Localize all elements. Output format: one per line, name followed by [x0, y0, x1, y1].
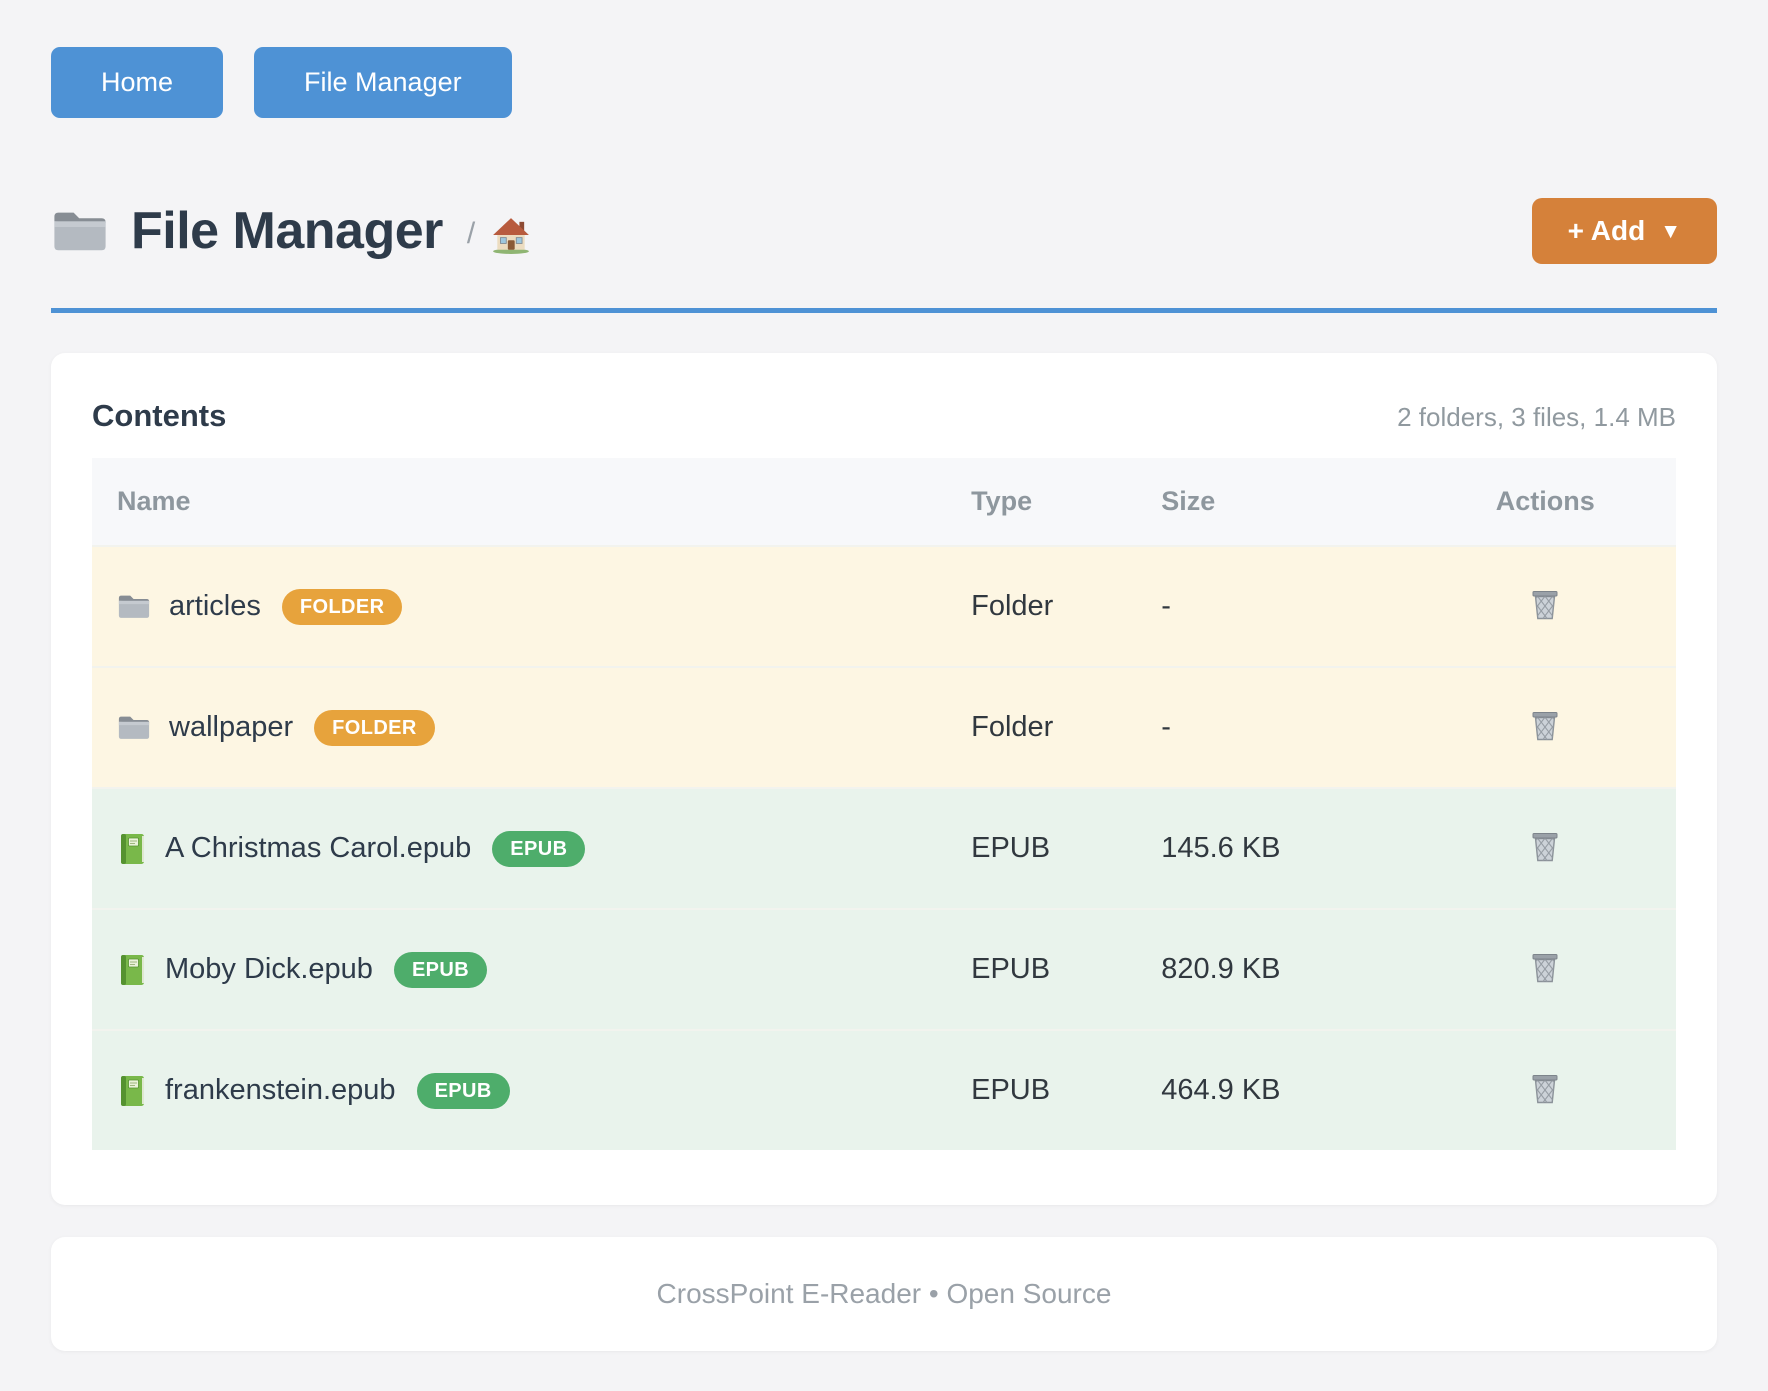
name-cell: frankenstein.epub EPUB [92, 1030, 971, 1150]
trash-icon [1529, 950, 1561, 988]
type-badge: EPUB [393, 951, 488, 988]
folder-icon [51, 207, 109, 255]
contents-card: Contents 2 folders, 3 files, 1.4 MB Name… [51, 353, 1717, 1205]
file-name: frankenstein.epub [165, 1074, 396, 1106]
top-nav: Home File Manager [51, 0, 1717, 118]
size-cell: 820.9 KB [1161, 953, 1281, 985]
name-cell: Moby Dick.epub EPUB [92, 909, 971, 1030]
delete-button[interactable] [1525, 946, 1565, 992]
table-header-row: Name Type Size Actions [92, 458, 1676, 546]
contents-heading: Contents [92, 398, 227, 433]
table-row[interactable]: wallpaper FOLDER Folder - [92, 667, 1676, 788]
delete-button[interactable] [1525, 583, 1565, 629]
folder-icon [117, 592, 151, 621]
table-row[interactable]: articles FOLDER Folder - [92, 546, 1676, 667]
actions-cell [1415, 909, 1676, 1030]
contents-header: Contents 2 folders, 3 files, 1.4 MB [92, 398, 1676, 434]
column-header-size: Size [1161, 458, 1415, 546]
delete-button[interactable] [1525, 704, 1565, 750]
table-row[interactable]: A Christmas Carol.epub EPUB EPUB 145.6 K… [92, 788, 1676, 909]
file-name: articles [169, 590, 261, 622]
trash-icon [1529, 708, 1561, 746]
home-button[interactable]: Home [51, 47, 224, 118]
size-cell: - [1161, 590, 1171, 622]
column-header-name: Name [92, 458, 972, 546]
type-cell: EPUB [971, 953, 1051, 985]
add-button-label: + Add [1567, 215, 1646, 246]
actions-cell [1415, 546, 1676, 667]
file-manager-button[interactable]: File Manager [254, 47, 512, 118]
delete-button[interactable] [1525, 825, 1565, 871]
breadcrumb: / [466, 217, 476, 250]
actions-cell [1415, 788, 1676, 909]
file-name: A Christmas Carol.epub [165, 832, 472, 864]
footer-text: CrossPoint E-Reader • Open Source [656, 1278, 1112, 1309]
column-header-type: Type [971, 458, 1162, 546]
page-title: File Manager [131, 202, 443, 260]
actions-cell [1415, 1030, 1676, 1150]
trash-icon [1529, 587, 1561, 625]
table-row[interactable]: frankenstein.epub EPUB EPUB 464.9 KB [92, 1030, 1676, 1150]
add-button[interactable]: + Add ▼ [1531, 198, 1717, 264]
house-icon[interactable] [491, 216, 531, 254]
name-cell: articles FOLDER [92, 546, 971, 667]
footer-card: CrossPoint E-Reader • Open Source [51, 1237, 1717, 1351]
type-cell: EPUB [971, 1074, 1051, 1106]
type-cell: Folder [971, 711, 1054, 743]
title-group: File Manager / [51, 201, 531, 261]
book-icon [117, 953, 147, 987]
file-name: Moby Dick.epub [165, 953, 373, 985]
folder-icon [117, 713, 151, 742]
actions-cell [1415, 667, 1676, 788]
book-icon [117, 832, 147, 866]
type-badge: EPUB [492, 830, 586, 867]
trash-icon [1529, 829, 1561, 867]
file-name: wallpaper [169, 711, 294, 743]
trash-icon [1529, 1071, 1561, 1109]
file-table: Name Type Size Actions [92, 458, 1676, 1150]
title-divider [51, 308, 1717, 313]
page-header: File Manager / + Add ▼ [51, 198, 1717, 264]
contents-summary: 2 folders, 3 files, 1.4 MB [1397, 402, 1676, 432]
type-badge: FOLDER [314, 709, 435, 746]
book-icon [117, 1074, 147, 1108]
name-cell: A Christmas Carol.epub EPUB [92, 788, 971, 909]
type-cell: EPUB [971, 832, 1051, 864]
delete-button[interactable] [1525, 1067, 1565, 1113]
size-cell: 145.6 KB [1161, 832, 1281, 864]
table-body: articles FOLDER Folder - [92, 546, 1676, 1150]
type-badge: FOLDER [281, 588, 403, 625]
type-cell: Folder [971, 590, 1054, 622]
table-row[interactable]: Moby Dick.epub EPUB EPUB 820.9 KB [92, 909, 1676, 1030]
size-cell: - [1161, 711, 1171, 743]
column-header-actions: Actions [1414, 458, 1676, 546]
name-cell: wallpaper FOLDER [92, 667, 971, 788]
type-badge: EPUB [416, 1072, 510, 1109]
chevron-down-icon: ▼ [1660, 219, 1681, 243]
size-cell: 464.9 KB [1161, 1074, 1281, 1106]
